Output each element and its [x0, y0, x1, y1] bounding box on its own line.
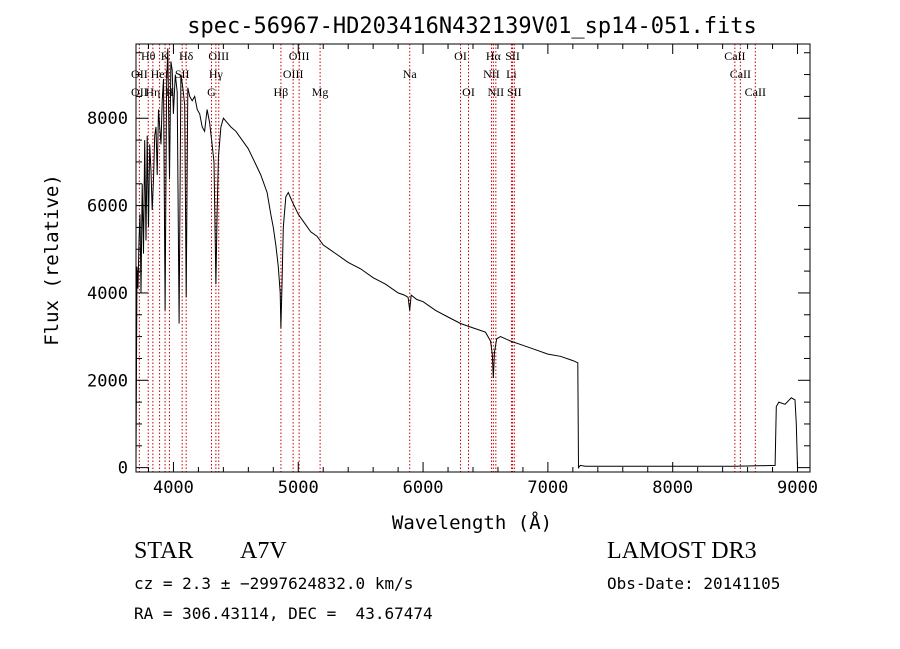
line-label-5: OI	[454, 49, 467, 63]
spectrum-layer	[135, 48, 798, 469]
y-tick-label-1: 2000	[87, 371, 128, 391]
line-label-4: OIII	[289, 49, 310, 63]
y-tick-label-4: 8000	[87, 109, 128, 129]
x-tick-label-4: 8000	[652, 478, 693, 498]
line-label-17: CaII	[730, 67, 751, 81]
line-label-27: CaII	[745, 85, 766, 99]
x-tick-label-0: 4000	[153, 478, 194, 498]
line-label-9: OII	[131, 67, 148, 81]
line-label-6: Hα	[486, 49, 502, 63]
y-ticks: 0 2000 4000 6000 8000	[87, 52, 810, 479]
x-tick-label-3: 7000	[527, 478, 568, 498]
emission-lines-layer	[138, 44, 756, 472]
line-label-8: CaII	[724, 49, 745, 63]
redshift-text: cz = 2.3 ± −2997624832.0 km/s	[134, 574, 414, 593]
line-label-13: OIII	[283, 67, 304, 81]
line-label-10: HeI	[151, 67, 169, 81]
line-label-7: SII	[505, 49, 520, 63]
line-label-19: Hη	[145, 85, 160, 99]
line-label-12: Hγ	[209, 67, 224, 81]
line-label-15: NII	[483, 67, 500, 81]
x-tick-label-2: 6000	[403, 478, 444, 498]
coordinates: RA = 306.43114, DEC = 43.67474	[134, 604, 433, 623]
y-tick-label-2: 4000	[87, 284, 128, 304]
line-label-21: G	[207, 85, 216, 99]
chart-title: spec-56967-HD203416N432139V01_sp14-051.f…	[187, 14, 757, 39]
spectrum-series-0	[135, 48, 798, 469]
line-label-3: OIII	[208, 49, 229, 63]
survey-name: LAMOST DR3	[607, 538, 757, 564]
line-label-1: K	[161, 49, 170, 63]
x-tick-label-5: 9000	[777, 478, 818, 498]
line-label-26: SII	[507, 85, 522, 99]
object-class: STAR	[134, 538, 194, 564]
y-tick-label-0: 0	[118, 459, 128, 479]
line-label-18: OII	[131, 85, 148, 99]
line-label-16: Li	[506, 67, 517, 81]
line-label-25: NII	[488, 85, 505, 99]
x-ticks: 4000 5000 6000 7000 8000 9000	[147, 44, 818, 498]
y-tick-label-3: 6000	[87, 197, 128, 217]
line-label-14: Na	[403, 67, 418, 81]
line-label-22: Hβ	[274, 85, 289, 99]
line-label-11: SII	[175, 67, 190, 81]
plot-frame	[135, 43, 811, 473]
spectral-subclass: A7V	[240, 538, 287, 564]
line-label-23: Mg	[312, 85, 329, 99]
line-label-20: H	[165, 85, 174, 99]
x-axis-label: Wavelength (Å)	[392, 511, 552, 534]
obs-date: Obs-Date: 20141105	[607, 574, 781, 593]
line-label-2: Hδ	[179, 49, 194, 63]
line-label-0: Hθ	[141, 49, 156, 63]
y-axis-label: Flux (relative)	[41, 174, 63, 346]
x-tick-label-1: 5000	[278, 478, 319, 498]
line-label-24: OI	[462, 85, 475, 99]
